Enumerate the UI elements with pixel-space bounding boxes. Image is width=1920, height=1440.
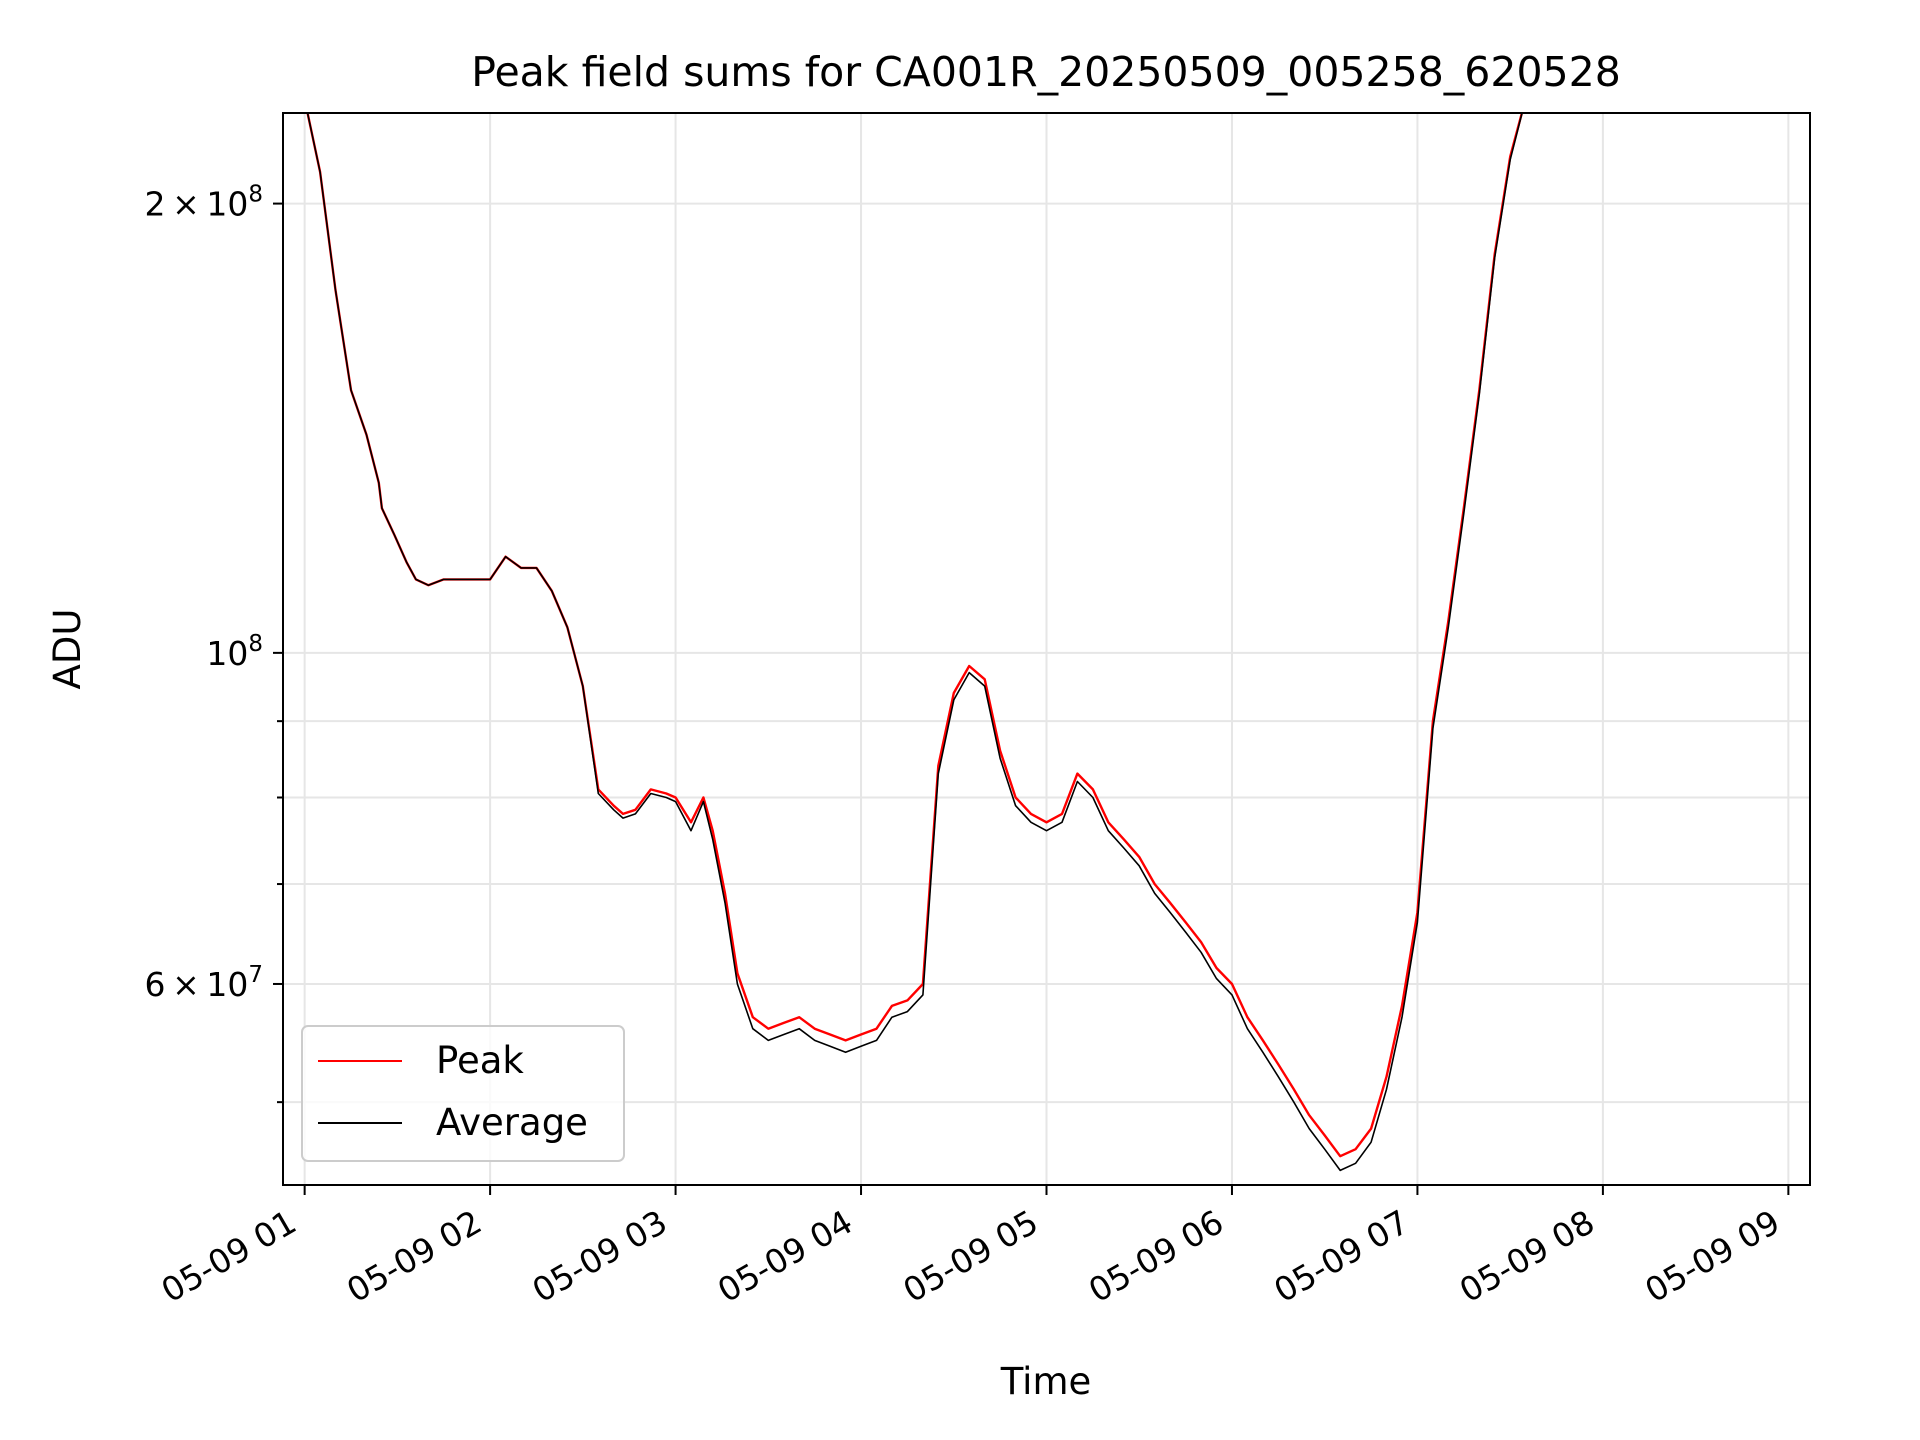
y-tick-label: 108 [206,631,263,673]
legend-label-peak: Peak [436,1039,524,1082]
x-axis-label: Time [1000,1360,1092,1403]
chart-title: Peak field sums for CA001R_20250509_0052… [471,48,1621,96]
y-axis-ticks: 2 × 108 108 6 × 107 [145,182,283,1104]
legend-box [301,1025,625,1162]
series-line-average [306,113,1523,1172]
y-tick-label: 2 × 108 [145,182,263,224]
legend: Peak Average [301,1025,625,1162]
y-tick-label: 6 × 107 [145,962,263,1004]
y-axis-label: ADU [46,609,89,690]
legend-label-average: Average [436,1101,588,1144]
grid-lines [283,113,1810,1185]
series-lines [306,113,1524,1172]
